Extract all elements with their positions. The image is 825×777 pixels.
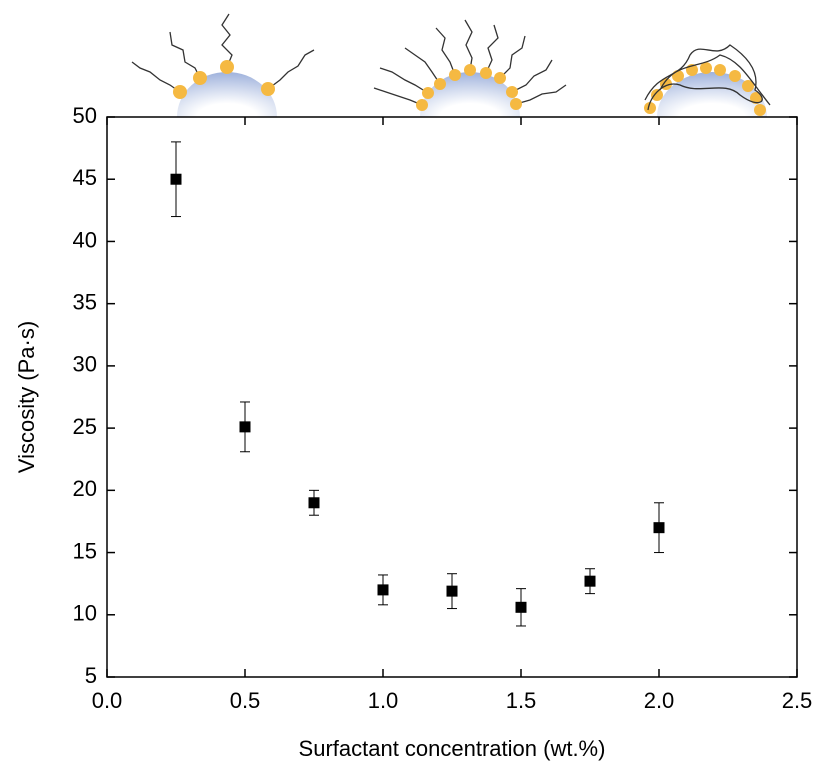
point bbox=[446, 585, 458, 597]
y-tick-label: 25 bbox=[73, 414, 97, 439]
y-tick-label: 30 bbox=[73, 352, 97, 377]
x-axis-label: Surfactant concentration (wt.%) bbox=[299, 736, 606, 761]
y-tick-label: 40 bbox=[73, 227, 97, 252]
y-tick-label: 15 bbox=[73, 538, 97, 563]
x-tick-label: 0.0 bbox=[92, 688, 123, 713]
x-tick-label: 0.5 bbox=[230, 688, 261, 713]
x-tick-label: 2.0 bbox=[644, 688, 675, 713]
y-tick-label: 5 bbox=[85, 663, 97, 688]
point bbox=[308, 497, 320, 509]
point bbox=[584, 575, 596, 587]
x-tick-label: 1.0 bbox=[368, 688, 399, 713]
y-tick-label: 20 bbox=[73, 476, 97, 501]
y-tick-label: 10 bbox=[73, 601, 97, 626]
x-tick-label: 1.5 bbox=[506, 688, 537, 713]
x-tick-label: 2.5 bbox=[782, 688, 813, 713]
point bbox=[170, 173, 182, 185]
plot-frame bbox=[106, 116, 798, 678]
point bbox=[239, 421, 251, 433]
y-tick-label: 50 bbox=[73, 103, 97, 128]
point bbox=[653, 522, 665, 534]
point bbox=[515, 601, 527, 613]
point bbox=[377, 584, 389, 596]
y-axis-label: Viscosity (Pa·s) bbox=[14, 321, 39, 473]
illustration bbox=[131, 13, 771, 117]
y-tick-label: 45 bbox=[73, 165, 97, 190]
y-tick-label: 35 bbox=[73, 289, 97, 314]
